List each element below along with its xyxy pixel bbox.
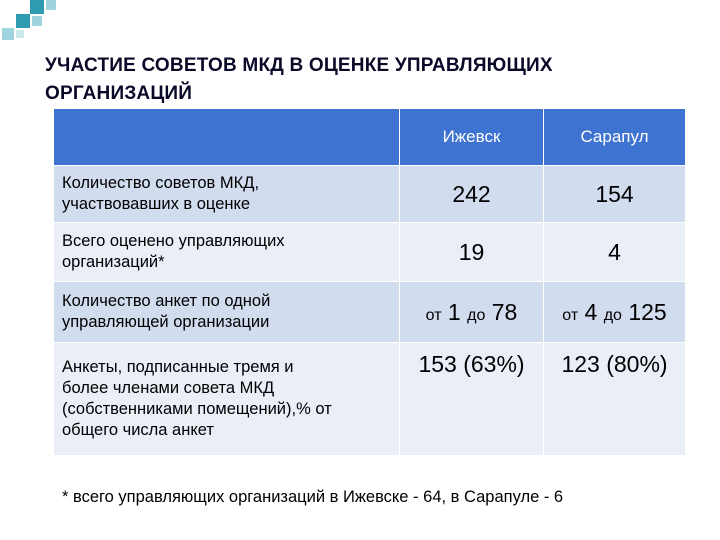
row-label-line: Анкеты, подписанные тремя и (62, 358, 294, 376)
cell-izhevsk: от 1 до 78 (399, 281, 544, 343)
header-izhevsk: Ижевск (399, 108, 544, 166)
table-row: Количество анкет по одной управляющей ор… (53, 281, 686, 343)
cell-sarapul: 154 (543, 165, 686, 223)
header-empty-cell (53, 108, 400, 166)
range-max: 125 (628, 298, 667, 325)
row-label: Всего оценено управляющих организаций* (53, 222, 400, 282)
title-line-1: УЧАСТИЕ СОВЕТОВ МКД В ОЦЕНКЕ УПРАВЛЯЮЩИХ (45, 55, 553, 76)
range-from-word: от (562, 306, 579, 324)
range-min: 1 (447, 298, 461, 325)
row-label-line: участвовавших в оценке (62, 195, 251, 213)
range-to-word: до (603, 306, 622, 324)
header-sarapul: Сарапул (543, 108, 686, 166)
range-min: 4 (584, 298, 598, 325)
cell-izhevsk: 153 (63%) (399, 342, 544, 456)
cell-izhevsk: 242 (399, 165, 544, 223)
row-label: Количество советов МКД, участвовавших в … (53, 165, 400, 223)
cell-sarapul: от 4 до 125 (543, 281, 686, 343)
table-row: Всего оценено управляющих организаций* 1… (53, 222, 686, 282)
row-label: Количество анкет по одной управляющей ор… (53, 281, 400, 343)
range-max: 78 (491, 298, 518, 325)
title-line-2: ОРГАНИЗАЦИЙ (45, 83, 193, 104)
table-row: Анкеты, подписанные тремя и более членам… (53, 342, 686, 456)
row-label-line: (собственниками помещений),% от (62, 400, 332, 418)
table-row: Количество советов МКД, участвовавших в … (53, 165, 686, 223)
cell-sarapul: 4 (543, 222, 686, 282)
row-label-line: Количество советов МКД, (62, 174, 260, 192)
comparison-table: Ижевск Сарапул Количество советов МКД, у… (53, 108, 686, 456)
corner-decoration (0, 0, 60, 45)
range-to-word: до (467, 306, 486, 324)
row-label-line: управляющей организации (62, 313, 270, 331)
row-label-line: более членами совета МКД (62, 379, 275, 397)
row-label-line: общего числа анкет (62, 421, 214, 439)
table-header-row: Ижевск Сарапул (53, 108, 686, 166)
cell-sarapul: 123 (80%) (543, 342, 686, 456)
row-label-line: организаций* (62, 253, 165, 271)
row-label-line: Всего оценено управляющих (62, 232, 285, 250)
row-label-line: Количество анкет по одной (62, 292, 271, 310)
row-label: Анкеты, подписанные тремя и более членам… (53, 342, 400, 456)
range-from-word: от (425, 306, 442, 324)
cell-izhevsk: 19 (399, 222, 544, 282)
footnote: * всего управляющих организаций в Ижевск… (62, 488, 564, 506)
page-title: УЧАСТИЕ СОВЕТОВ МКД В ОЦЕНКЕ УПРАВЛЯЮЩИХ… (45, 52, 685, 108)
